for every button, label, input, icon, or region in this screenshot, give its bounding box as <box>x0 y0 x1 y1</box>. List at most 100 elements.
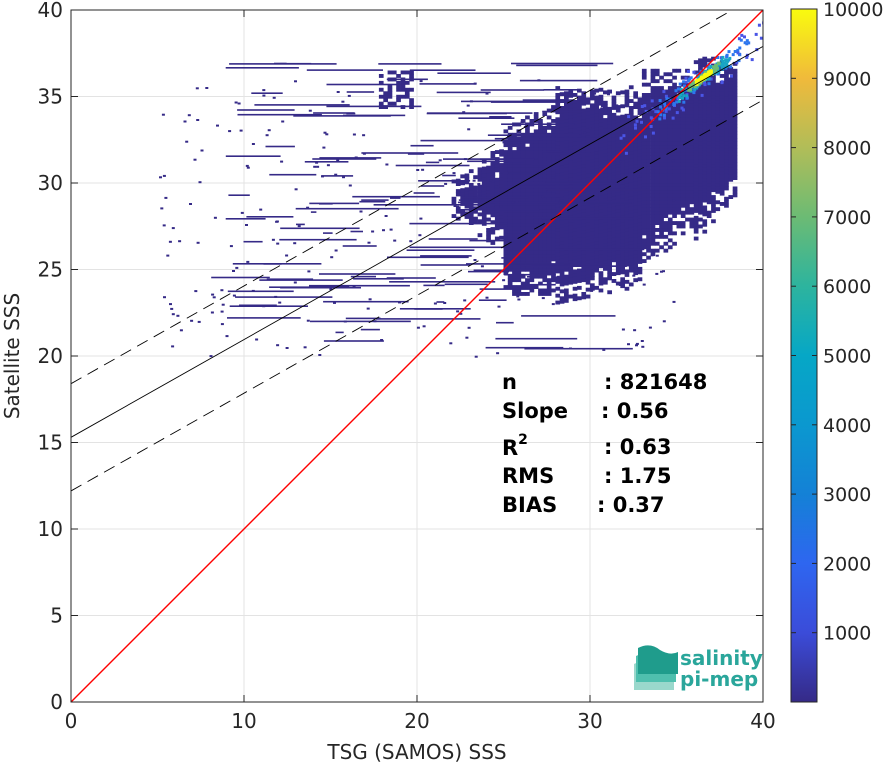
density-cell <box>546 198 552 203</box>
density-cell <box>507 174 513 179</box>
density-cell <box>529 167 535 172</box>
density-cell <box>667 151 673 156</box>
density-core-cell <box>703 81 706 85</box>
density-cell <box>711 198 716 203</box>
density-cell <box>702 191 708 196</box>
density-cell <box>633 143 638 148</box>
density-cell <box>633 195 638 199</box>
density-cell <box>451 214 457 218</box>
density-cell <box>611 206 617 211</box>
density-speck <box>303 346 307 349</box>
density-cell <box>559 223 565 228</box>
density-cell <box>719 98 725 103</box>
density-cell <box>546 257 552 262</box>
density-cell <box>676 131 682 135</box>
density-cell <box>494 167 500 172</box>
density-cell <box>685 203 690 208</box>
density-core-cell <box>682 100 686 104</box>
density-cell <box>672 141 677 146</box>
density-cell <box>546 205 552 210</box>
density-cell <box>559 254 565 259</box>
density-core-cell <box>658 117 662 121</box>
density-cell <box>512 274 517 279</box>
density-cell <box>628 268 634 273</box>
density-cell <box>680 148 686 153</box>
density-cell <box>585 166 591 171</box>
density-cell <box>490 230 496 235</box>
density-cell <box>516 278 522 283</box>
density-cell <box>607 186 612 191</box>
density-cell <box>724 165 729 170</box>
density-cell <box>732 172 738 177</box>
density-cell <box>490 209 496 214</box>
density-cell <box>585 242 591 247</box>
density-cell <box>499 215 504 219</box>
density-cell <box>598 191 604 196</box>
density-cell <box>628 157 634 162</box>
density-cell <box>628 251 634 256</box>
density-cell <box>607 144 612 149</box>
density-cell <box>516 274 522 279</box>
density-cell <box>572 269 578 274</box>
density-cell <box>654 131 660 135</box>
density-cell <box>594 209 599 214</box>
density-cell <box>646 189 651 194</box>
density-cell <box>628 206 634 211</box>
density-cell <box>637 125 643 129</box>
density-cell <box>590 283 595 288</box>
density-cell <box>646 117 651 122</box>
density-cell <box>654 196 660 201</box>
density-cell <box>516 129 522 134</box>
density-cell <box>525 250 530 255</box>
density-cell <box>585 170 591 174</box>
density-cell <box>667 176 673 180</box>
density-speck <box>259 208 263 211</box>
density-cell <box>724 158 729 163</box>
density-cell <box>603 104 608 109</box>
density-cell <box>637 204 643 209</box>
density-cell <box>598 125 604 130</box>
density-cell <box>672 120 677 125</box>
density-cell <box>555 183 561 187</box>
density-cell <box>529 160 535 165</box>
density-cell <box>732 186 738 191</box>
density-cell <box>516 288 522 293</box>
density-speck <box>505 247 509 249</box>
density-cell <box>520 236 526 241</box>
density-speck <box>497 305 501 308</box>
density-cell <box>555 207 561 212</box>
density-cell <box>676 183 682 187</box>
density-cell <box>533 247 539 251</box>
colorbar-tick-label: 7000 <box>823 207 871 229</box>
density-cell <box>611 154 617 159</box>
density-cell <box>620 190 625 195</box>
density-cell <box>577 88 582 93</box>
density-cell <box>706 138 712 142</box>
density-cell <box>607 276 612 281</box>
density-cell <box>546 250 552 255</box>
density-cell <box>607 134 612 139</box>
stat-n-label: n <box>502 370 517 394</box>
density-cell <box>715 86 721 90</box>
density-cell <box>607 266 612 270</box>
density-cell <box>572 217 578 222</box>
density-speck <box>352 133 356 136</box>
density-cell <box>672 241 677 246</box>
density-cell <box>460 202 465 206</box>
density-cell <box>641 124 647 129</box>
density-speck <box>602 348 606 351</box>
density-cell <box>387 84 393 89</box>
density-cell <box>572 100 578 104</box>
density-cell <box>633 233 638 238</box>
density-cell <box>633 222 638 227</box>
density-speck <box>416 169 420 171</box>
density-cell <box>559 92 565 97</box>
density-cell <box>724 176 729 180</box>
density-speck <box>642 283 646 286</box>
density-streak <box>442 174 456 177</box>
density-cell <box>637 253 643 257</box>
density-cell <box>494 181 500 186</box>
density-cell <box>520 153 526 158</box>
density-cell <box>698 96 703 101</box>
